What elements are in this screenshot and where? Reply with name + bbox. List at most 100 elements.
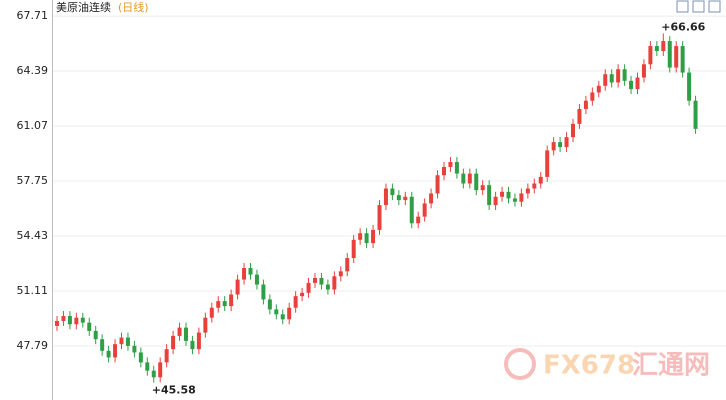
- candle-body: [480, 185, 485, 191]
- candle-body: [293, 296, 298, 308]
- candle-body: [364, 233, 369, 244]
- candle-body: [138, 352, 143, 363]
- candle-body: [184, 327, 188, 341]
- extreme-label: +45.58: [152, 384, 196, 397]
- candle-body: [680, 46, 685, 73]
- candle-body: [87, 322, 92, 331]
- candle-body: [132, 345, 137, 353]
- candle-body: [119, 337, 124, 345]
- candle-body: [609, 74, 614, 83]
- candle-body: [267, 299, 272, 310]
- candle-body: [590, 92, 595, 101]
- candle-body: [306, 282, 311, 293]
- candle-body: [622, 69, 627, 81]
- candle-body: [190, 340, 195, 350]
- watermark: FX678 汇通网: [504, 348, 710, 381]
- candle-body: [493, 196, 498, 206]
- candle-body: [422, 203, 427, 217]
- candle-body: [203, 317, 208, 333]
- candle-body: [635, 77, 640, 90]
- candle-body: [674, 46, 679, 68]
- candle-body: [61, 316, 66, 321]
- candle-body: [74, 317, 79, 325]
- candle-body: [519, 193, 524, 202]
- candle-body: [235, 279, 240, 295]
- watermark-logo: [504, 348, 536, 380]
- candle-body: [545, 150, 550, 177]
- candle-body: [687, 72, 692, 101]
- candle-body: [500, 191, 505, 197]
- candle-body: [325, 284, 330, 290]
- candle-body: [125, 337, 130, 346]
- candle-body: [661, 41, 666, 52]
- candle-body: [196, 332, 201, 350]
- candle-body: [151, 370, 156, 378]
- candle-body: [474, 173, 479, 191]
- candle-body: [261, 284, 266, 300]
- y-tick-label: 64.39: [17, 64, 49, 77]
- y-tick-label: 51.11: [17, 284, 49, 297]
- candle-body: [254, 274, 259, 285]
- candle-body: [358, 233, 363, 240]
- tool-icon[interactable]: [676, 0, 689, 13]
- candle-body: [429, 193, 434, 204]
- candle-body: [100, 339, 105, 351]
- candle-body: [171, 335, 176, 350]
- toolbar: [676, 0, 721, 13]
- candle-body: [383, 188, 388, 206]
- candle-body: [332, 276, 337, 290]
- candle-body: [409, 196, 414, 224]
- candle-body: [558, 142, 563, 148]
- tool-icon[interactable]: [692, 0, 705, 13]
- candle-body: [506, 191, 511, 199]
- candle-body: [577, 108, 582, 124]
- y-tick-label: 61.07: [17, 119, 49, 132]
- candle-body: [287, 307, 292, 320]
- candle-body: [351, 239, 356, 259]
- candle-body: [448, 161, 453, 167]
- watermark-site: 汇通网: [632, 351, 710, 381]
- candle-body: [551, 142, 556, 151]
- candle-body: [629, 80, 634, 90]
- candle-body: [454, 161, 459, 174]
- candle-body: [300, 292, 305, 297]
- candle-body: [209, 307, 214, 318]
- candle-body: [280, 314, 285, 320]
- candle-body: [396, 195, 401, 201]
- candle-body: [113, 344, 118, 358]
- candle-body: [274, 309, 279, 315]
- y-tick-label: 47.79: [17, 339, 49, 352]
- candle-body: [616, 69, 621, 83]
- candle-body: [403, 196, 408, 201]
- candle-body: [467, 173, 472, 184]
- candle-body: [596, 85, 601, 93]
- candle-body: [571, 123, 575, 138]
- candle-body: [345, 258, 350, 272]
- candle-body: [654, 46, 659, 52]
- candle-body: [222, 301, 227, 307]
- candle-body: [390, 188, 395, 196]
- candle-body: [377, 205, 382, 230]
- candle-body: [158, 362, 163, 378]
- tool-icon[interactable]: [708, 0, 721, 13]
- chart-subtitle: (日线): [118, 0, 149, 14]
- candle-body: [648, 46, 653, 65]
- extreme-label: +66.66: [661, 20, 705, 33]
- candle-body: [67, 316, 72, 325]
- candle-body: [229, 294, 234, 307]
- candle-body: [532, 183, 537, 189]
- candle-body: [442, 166, 446, 176]
- candle-body: [145, 362, 150, 371]
- candle-body: [603, 74, 608, 86]
- candle-body: [583, 100, 588, 109]
- candle-body: [525, 188, 530, 194]
- candle-body: [55, 320, 59, 326]
- candle-body: [641, 64, 646, 78]
- candle-body: [487, 185, 492, 206]
- candle-body: [435, 175, 440, 194]
- candle-body: [338, 271, 343, 277]
- candle-body: [512, 198, 517, 202]
- y-tick-label: 67.71: [17, 9, 49, 22]
- candle-body: [80, 317, 85, 323]
